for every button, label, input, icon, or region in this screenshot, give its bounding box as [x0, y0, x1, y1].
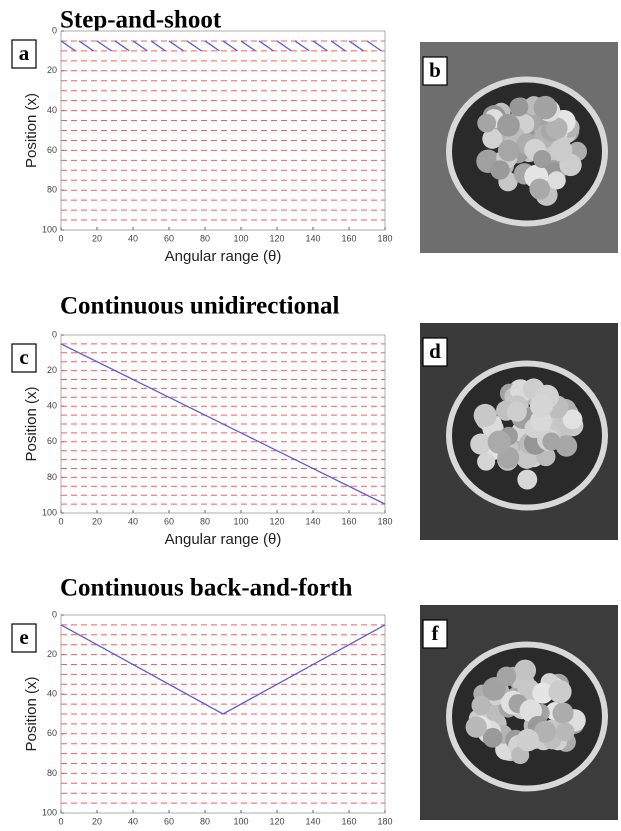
particle: [533, 150, 551, 168]
particle: [497, 667, 517, 687]
particle: [497, 114, 520, 137]
reconstruction-image: f: [420, 605, 618, 820]
x-tick-label: 80: [200, 816, 210, 826]
x-tick-label: 120: [269, 233, 284, 243]
panel-label: f: [432, 621, 440, 645]
particle: [488, 430, 511, 453]
particle: [529, 178, 550, 199]
reconstruction-image: b: [420, 42, 618, 253]
x-axis-label: Angular range (θ): [165, 248, 282, 265]
panel-label: a: [19, 41, 30, 65]
x-tick-label: 120: [269, 816, 284, 826]
x-tick-label: 40: [128, 233, 138, 243]
particle: [556, 723, 575, 742]
x-tick-label: 100: [233, 816, 248, 826]
y-tick-label: 80: [47, 472, 57, 482]
panel-label: e: [19, 625, 28, 649]
page: Step-and-shoot02040608010002040608010012…: [0, 0, 621, 831]
particle: [549, 680, 572, 703]
x-axis-label: Angular range (θ): [165, 531, 282, 548]
particle: [534, 96, 558, 120]
particle: [472, 696, 491, 715]
particle: [550, 139, 573, 162]
particle: [517, 729, 540, 752]
y-tick-label: 0: [52, 609, 57, 619]
y-tick-label: 20: [47, 649, 57, 659]
x-tick-label: 140: [305, 233, 320, 243]
particle: [490, 160, 509, 179]
x-tick-label: 100: [233, 233, 248, 243]
x-tick-label: 180: [377, 233, 392, 243]
x-tick-label: 0: [58, 516, 63, 526]
x-tick-label: 20: [92, 816, 102, 826]
x-tick-label: 40: [128, 516, 138, 526]
y-tick-label: 60: [47, 145, 57, 155]
x-tick-label: 0: [58, 233, 63, 243]
y-tick-label: 80: [47, 768, 57, 778]
section-title: Continuous back-and-forth: [60, 575, 353, 602]
y-tick-label: 80: [47, 185, 57, 195]
x-tick-label: 80: [200, 516, 210, 526]
x-tick-label: 0: [58, 816, 63, 826]
figure: Step-and-shoot02040608010002040608010012…: [0, 0, 621, 831]
panel-label: d: [429, 339, 441, 363]
y-tick-label: 100: [42, 807, 57, 817]
y-axis-label: Position (x): [23, 93, 40, 168]
particle: [542, 432, 560, 450]
particle: [477, 453, 495, 471]
particle: [552, 702, 573, 723]
x-tick-label: 160: [341, 816, 356, 826]
y-tick-label: 40: [47, 689, 57, 699]
x-tick-label: 80: [200, 233, 210, 243]
x-tick-label: 140: [305, 516, 320, 526]
particle: [474, 404, 497, 427]
particle: [548, 171, 566, 189]
panel-label: b: [429, 58, 441, 82]
x-tick-label: 60: [164, 233, 174, 243]
particle: [530, 394, 553, 417]
particle: [498, 140, 520, 162]
x-tick-label: 60: [164, 516, 174, 526]
y-tick-label: 100: [42, 224, 57, 234]
y-axis-label: Position (x): [23, 676, 40, 751]
x-tick-label: 140: [305, 816, 320, 826]
particle: [517, 470, 537, 490]
x-tick-label: 60: [164, 816, 174, 826]
particle: [477, 114, 496, 133]
section-title: Step-and-shoot: [60, 7, 222, 34]
y-tick-label: 20: [47, 65, 57, 75]
x-tick-label: 160: [341, 516, 356, 526]
x-tick-label: 20: [92, 516, 102, 526]
y-tick-label: 0: [52, 25, 57, 35]
section-title: Continuous unidirectional: [60, 293, 340, 320]
x-tick-label: 40: [128, 816, 138, 826]
y-tick-label: 20: [47, 365, 57, 375]
x-tick-label: 20: [92, 233, 102, 243]
y-tick-label: 40: [47, 401, 57, 411]
particle: [510, 98, 529, 117]
y-tick-label: 100: [42, 507, 57, 517]
x-tick-label: 180: [377, 516, 392, 526]
particle: [466, 716, 487, 737]
y-tick-label: 0: [52, 329, 57, 339]
y-axis-label: Position (x): [23, 386, 40, 461]
x-tick-label: 120: [269, 516, 284, 526]
y-tick-label: 60: [47, 728, 57, 738]
particle: [514, 660, 536, 682]
x-tick-label: 160: [341, 233, 356, 243]
y-tick-label: 40: [47, 105, 57, 115]
y-tick-label: 60: [47, 436, 57, 446]
x-tick-label: 180: [377, 816, 392, 826]
reconstruction-image: d: [420, 323, 618, 540]
panel-label: c: [19, 345, 28, 369]
particle: [507, 402, 527, 422]
x-tick-label: 100: [233, 516, 248, 526]
